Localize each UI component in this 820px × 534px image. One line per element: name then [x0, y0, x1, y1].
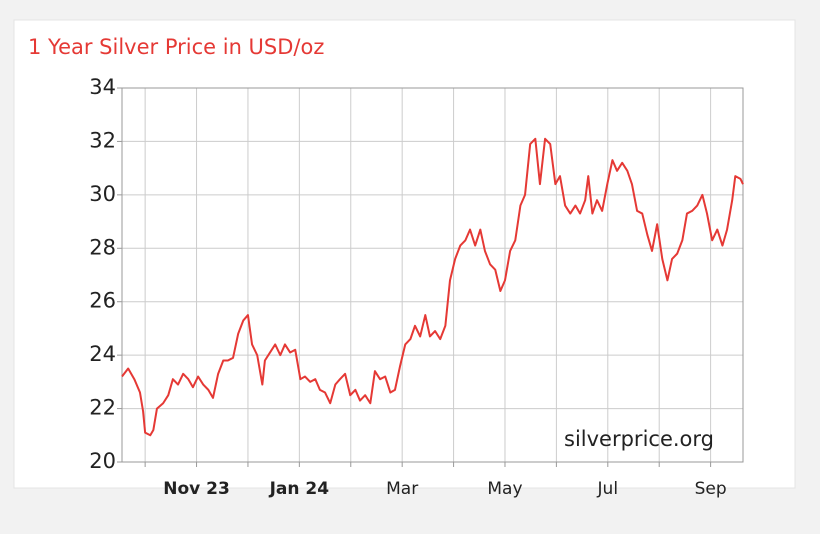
- y-tick-label: 32: [89, 128, 116, 152]
- y-tick-label: 30: [89, 182, 116, 206]
- y-tick-label: 26: [89, 289, 116, 313]
- price-line: [121, 137, 744, 437]
- panel: [13, 19, 796, 489]
- x-tick-label: Mar: [386, 479, 418, 499]
- watermark: silverprice.org: [564, 427, 714, 451]
- x-tick-label: Jul: [597, 479, 619, 499]
- y-tick-label: 22: [89, 396, 116, 420]
- chart-title: 1 Year Silver Price in USD/oz: [28, 35, 324, 59]
- x-tick-label: Sep: [695, 479, 727, 499]
- x-tick-label: May: [487, 479, 522, 499]
- plot-frame: [121, 87, 744, 463]
- y-tick-label: 20: [89, 449, 116, 473]
- y-tick-label: 28: [89, 235, 116, 259]
- y-tick-label: 34: [89, 75, 116, 99]
- x-tick-label: Jan 24: [269, 479, 330, 499]
- x-tick-label: Nov 23: [163, 479, 230, 499]
- y-tick-label: 24: [89, 342, 116, 366]
